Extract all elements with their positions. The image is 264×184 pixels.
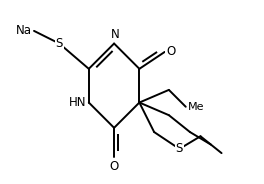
- Text: O: O: [166, 45, 176, 59]
- Text: Na: Na: [16, 24, 32, 37]
- Text: Me: Me: [187, 102, 204, 112]
- Text: S: S: [56, 37, 63, 50]
- Text: S: S: [176, 142, 183, 155]
- Text: O: O: [110, 160, 119, 173]
- Text: HN: HN: [69, 96, 86, 109]
- Text: N: N: [111, 28, 120, 41]
